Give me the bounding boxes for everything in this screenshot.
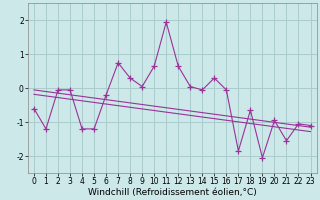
X-axis label: Windchill (Refroidissement éolien,°C): Windchill (Refroidissement éolien,°C) bbox=[88, 188, 257, 197]
